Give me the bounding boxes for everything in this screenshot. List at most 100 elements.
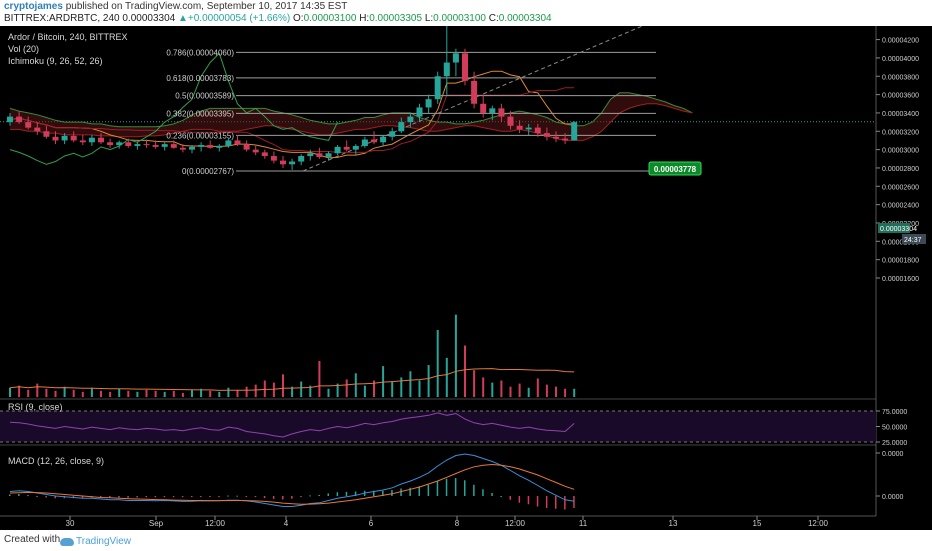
- fib-level-label: 0.618(0.00003783): [166, 74, 234, 83]
- macd-hist-bar: [173, 496, 175, 497]
- high-label: H:: [359, 13, 369, 24]
- volume-bar: [328, 389, 330, 397]
- chart-area[interactable]: 1.618(0.00005429)1(0.00004412)0.786(0.00…: [0, 26, 932, 530]
- volume-bar: [18, 386, 20, 397]
- macd-hist-bar: [564, 496, 566, 510]
- macd-hist-bar: [282, 496, 284, 499]
- volume-bar: [510, 387, 512, 397]
- volume-bar: [82, 392, 84, 397]
- close-label: C:: [489, 13, 499, 24]
- volume-bar: [127, 391, 129, 397]
- footer: Created with TradingView: [0, 530, 932, 550]
- volume-bar: [364, 386, 366, 397]
- candle-body: [53, 137, 59, 141]
- candle-body: [62, 136, 68, 141]
- volume-bar: [346, 379, 348, 397]
- macd-hist-bar: [264, 496, 266, 498]
- candle-body: [198, 145, 204, 147]
- volume-bar: [191, 390, 193, 397]
- macd-hist-bar: [528, 496, 530, 504]
- tradingview-logo[interactable]: TradingView: [60, 533, 131, 551]
- macd-hist-bar: [537, 496, 539, 507]
- created-with-text: Created with: [4, 534, 60, 545]
- candle-body: [80, 140, 86, 142]
- candle-body: [380, 137, 386, 143]
- macd-hist-bar: [391, 490, 393, 496]
- candle-body: [316, 153, 322, 157]
- candle-body: [244, 144, 250, 150]
- macd-hist-bar: [473, 485, 475, 496]
- candle-body: [235, 140, 241, 144]
- last-price: 0.00003304: [122, 13, 175, 24]
- macd-hist-bar: [155, 496, 157, 497]
- candle-body: [280, 161, 286, 165]
- macd-hist-bar: [400, 489, 402, 497]
- candle-body: [362, 140, 368, 146]
- candle-body: [571, 122, 577, 140]
- candle-body: [171, 144, 177, 148]
- macd-hist-bar: [500, 496, 502, 497]
- macd-hist-bar: [146, 496, 148, 497]
- candle-body: [89, 138, 95, 143]
- candle-body: [34, 128, 40, 132]
- change-value: +0.00000054 (+1.66%): [188, 13, 290, 24]
- candle-body: [180, 148, 186, 150]
- volume-bar: [64, 387, 66, 397]
- candle-body: [125, 142, 131, 146]
- candle-body: [162, 144, 168, 147]
- macd-hist-bar: [519, 496, 521, 503]
- price-tick-label: 0.00002800: [882, 166, 919, 173]
- volume-bar: [300, 382, 302, 397]
- macd-hist-bar: [218, 496, 220, 497]
- chart-header: cryptojames published on TradingView.com…: [0, 0, 932, 26]
- candle-body: [71, 136, 77, 141]
- candle-body: [216, 146, 222, 148]
- macd-hist-bar: [446, 479, 448, 496]
- candle-body: [344, 147, 350, 150]
- volume-bar: [155, 391, 157, 397]
- candle-body: [189, 147, 195, 150]
- macd-hist-bar: [18, 494, 20, 496]
- candle-body: [7, 117, 13, 123]
- candle-body: [471, 81, 477, 104]
- macd-hist-bar: [9, 495, 11, 497]
- volume-bar: [419, 381, 421, 397]
- candle-body: [116, 142, 122, 145]
- macd-hist-bar: [182, 496, 184, 497]
- volume-bar: [173, 391, 175, 397]
- candle-body: [225, 140, 231, 146]
- volume-bar: [118, 389, 120, 397]
- time-tick-label: 13: [669, 519, 678, 528]
- fib-level-label: 0.236(0.00003155): [166, 131, 234, 140]
- volume-bar: [573, 389, 575, 397]
- volume-bar: [391, 382, 393, 397]
- candle-body: [435, 76, 441, 99]
- macd-hist-bar: [237, 496, 239, 497]
- price-tick-label: 0.00004000: [882, 56, 919, 63]
- volume-bar: [55, 391, 57, 397]
- volume-bar: [273, 383, 275, 397]
- symbol-label[interactable]: BITTREX:ARDRBTC, 240: [4, 13, 120, 24]
- macd-hist-bar: [45, 496, 47, 498]
- macd-legend: MACD (12, 26, close, 9): [8, 456, 104, 466]
- fib-level-label: 0(0.00002767): [182, 167, 234, 176]
- volume-bar: [136, 392, 138, 397]
- time-tick-label: Sep: [149, 519, 164, 528]
- fib-level-label: 0.382(0.00003395): [166, 109, 234, 118]
- rsi-tick-label: 50.0000: [882, 425, 907, 432]
- candle-body: [389, 131, 395, 137]
- volume-bar: [482, 377, 484, 397]
- time-tick-label: 6: [369, 519, 374, 528]
- candle-body: [134, 144, 140, 146]
- volume-bar: [255, 385, 257, 397]
- macd-hist-bar: [555, 496, 557, 509]
- macd-hist-bar: [328, 493, 330, 496]
- author-link[interactable]: cryptojames: [4, 1, 63, 12]
- volume-bar: [446, 358, 448, 397]
- price-tick-label: 0.00001600: [882, 276, 919, 283]
- open-value: 0.00003100: [304, 13, 357, 24]
- fib-level-label: 0.786(0.00004060): [166, 48, 234, 57]
- volume-bar: [455, 315, 457, 397]
- volume-bar: [382, 366, 384, 397]
- candle-body: [353, 146, 359, 150]
